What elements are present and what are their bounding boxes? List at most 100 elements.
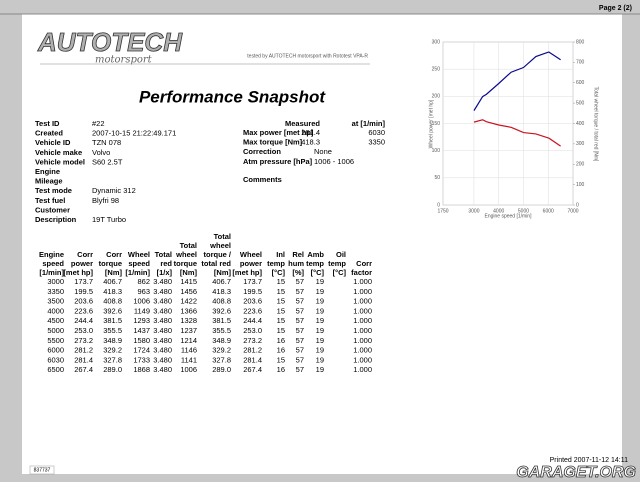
column-header: total red: [201, 259, 231, 268]
column-header: temp: [267, 259, 285, 268]
y-tick-label: 150: [432, 121, 441, 127]
table-cell: 4000: [47, 306, 64, 315]
table-cell: 57: [296, 355, 304, 364]
table-cell: 3500: [47, 297, 64, 306]
info-label: Test fuel: [35, 196, 65, 205]
column-header: Wheel: [240, 250, 262, 259]
table-cell: 1.000: [353, 306, 372, 315]
table-cell: 408.8: [212, 297, 231, 306]
y-tick-label: 50: [434, 175, 440, 181]
table-cell: 862: [137, 277, 150, 286]
y2-tick-label: 400: [576, 121, 585, 127]
table-cell: 355.5: [103, 326, 122, 335]
y2-tick-label: 800: [576, 39, 585, 45]
table-cell: 173.7: [243, 277, 262, 286]
table-cell: 1.000: [353, 346, 372, 355]
info-value: 2007-10-15 21:22:49.171: [92, 129, 176, 138]
table-cell: 1006: [133, 297, 150, 306]
info-label: Vehicle model: [35, 157, 85, 166]
table-cell: 1149: [134, 306, 150, 315]
table-cell: 329.2: [103, 346, 122, 355]
table-cell: 6000: [47, 346, 64, 355]
table-cell: 4500: [47, 316, 64, 325]
result-label: Correction: [243, 147, 281, 156]
page-number: Page 2 (2): [599, 5, 632, 12]
y-tick-label: 200: [432, 94, 441, 100]
table-cell: 6030: [47, 355, 64, 364]
column-header: [°C]: [311, 268, 325, 277]
x-tick-label: 3000: [468, 208, 479, 214]
table-cell: 1868: [133, 365, 150, 374]
y2-tick-label: 300: [576, 141, 585, 147]
info-label: Description: [35, 215, 77, 224]
table-cell: 15: [277, 326, 285, 335]
table-cell: 281.4: [74, 355, 93, 364]
table-cell: 3000: [47, 277, 64, 286]
printed: Printed 2007-11-12 14:11: [550, 457, 628, 464]
result-value: 418.3: [301, 138, 320, 147]
table-cell: 1415: [180, 277, 197, 286]
x-tick-label: 4000: [493, 208, 504, 214]
column-header: Oil: [336, 250, 346, 259]
result-rpm: 3350: [368, 138, 385, 147]
column-header: Rel: [292, 250, 304, 259]
y2-tick-label: 700: [576, 60, 585, 66]
table-cell: 19: [316, 346, 324, 355]
column-header: power: [71, 259, 93, 268]
y-tick-label: 100: [432, 148, 441, 154]
table-cell: 327.8: [103, 355, 122, 364]
column-header: temp: [328, 259, 346, 268]
table-cell: 57: [296, 287, 304, 296]
table-cell: 1006: [180, 365, 197, 374]
info-value: Dynamic 312: [92, 186, 136, 195]
column-header: torque /: [204, 250, 232, 259]
table-cell: 203.6: [74, 297, 93, 306]
column-header: speed: [128, 259, 150, 268]
table-cell: 1293: [133, 316, 150, 325]
table-cell: 267.4: [74, 365, 93, 374]
table-cell: 281.2: [243, 346, 262, 355]
table-cell: 57: [296, 306, 304, 315]
comments-label: Comments: [243, 175, 282, 184]
table-cell: 273.2: [243, 336, 262, 345]
column-header: torque: [174, 259, 197, 268]
title: Performance Snapshot: [139, 87, 326, 106]
column-header: Engine: [39, 250, 64, 259]
table-cell: 223.6: [243, 306, 262, 315]
column-header: [1/min]: [39, 268, 64, 277]
info-value: Blyfri 98: [92, 196, 119, 205]
table-cell: 1.000: [353, 365, 372, 374]
table-cell: 19: [316, 326, 324, 335]
y2-tick-label: 100: [576, 182, 585, 188]
y2-tick-label: 600: [576, 80, 585, 86]
power-line: [473, 51, 561, 111]
column-header: [%]: [292, 268, 304, 277]
table-cell: 348.9: [103, 336, 122, 345]
table-cell: 57: [296, 277, 304, 286]
logo-sub: motorsport: [95, 55, 153, 66]
column-header: red: [160, 259, 172, 268]
table-cell: 3.480: [153, 365, 172, 374]
y-axis-label: Wheel power [met hp]: [428, 99, 434, 148]
table-cell: 57: [296, 326, 304, 335]
table-cell: 1328: [180, 316, 197, 325]
table-cell: 223.6: [74, 306, 93, 315]
table-cell: 348.9: [212, 336, 231, 345]
table-cell: 281.2: [74, 346, 93, 355]
table-cell: 15: [277, 297, 285, 306]
info-label: Test mode: [35, 186, 72, 195]
column-header: [Nm]: [214, 268, 232, 277]
table-cell: 173.7: [74, 277, 93, 286]
column-header: wheel: [209, 241, 231, 250]
column-header: factor: [351, 268, 372, 277]
table-cell: 1422: [180, 297, 197, 306]
column-header: [1/x]: [157, 268, 173, 277]
table-cell: 1.000: [353, 336, 372, 345]
y-tick-label: 0: [437, 202, 440, 208]
table-cell: 3.480: [153, 297, 172, 306]
info-label: Test ID: [35, 119, 60, 128]
result-label: Max torque [Nm]: [243, 138, 303, 147]
table-cell: 1237: [180, 326, 197, 335]
table-cell: 199.5: [74, 287, 93, 296]
table-cell: 289.0: [212, 365, 231, 374]
